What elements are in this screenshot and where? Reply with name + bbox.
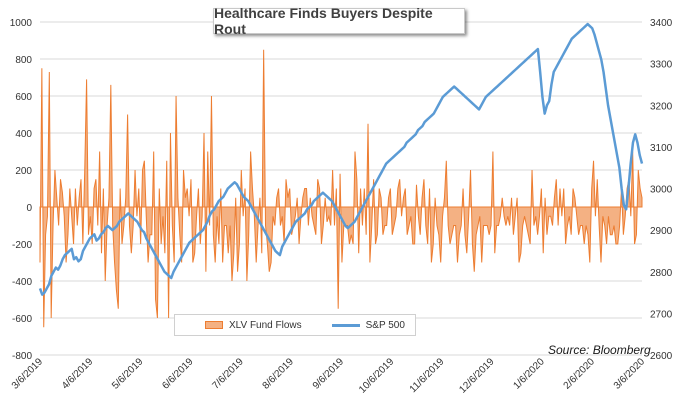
left-tick-label: 0 bbox=[26, 203, 32, 214]
left-tick-label: 800 bbox=[15, 55, 32, 66]
legend: XLV Fund Flows S&P 500 bbox=[174, 314, 416, 336]
gridlines bbox=[40, 21, 642, 356]
x-tick-label: 9/6/2019 bbox=[311, 356, 347, 392]
legend-label-flows: XLV Fund Flows bbox=[229, 319, 302, 331]
right-axis: 2600 2700 2800 2900 3000 3100 3200 3300 3400 bbox=[650, 18, 673, 362]
source-note: Source: Bloomberg bbox=[548, 343, 651, 357]
legend-item-flows: XLV Fund Flows bbox=[205, 320, 302, 331]
legend-item-sp500: S&P 500 bbox=[331, 319, 405, 331]
chart-title: Healthcare Finds Buyers Despite Rout bbox=[213, 5, 465, 37]
x-tick-label: 5/6/2019 bbox=[110, 356, 146, 392]
x-tick-label: 1/6/2020 bbox=[511, 356, 547, 392]
left-tick-label: -800 bbox=[12, 351, 32, 362]
x-axis: 3/6/2019 4/6/2019 5/6/2019 6/6/2019 7/6/2019… bbox=[10, 356, 648, 396]
right-tick-label: 2800 bbox=[650, 268, 673, 279]
right-tick-label: 3300 bbox=[650, 60, 673, 71]
right-tick-label: 2900 bbox=[650, 226, 673, 237]
left-tick-label: 600 bbox=[15, 92, 32, 103]
legend-label-sp500: S&P 500 bbox=[365, 319, 405, 331]
right-tick-label: 3400 bbox=[650, 18, 673, 29]
right-tick-label: 2700 bbox=[650, 309, 673, 320]
xlv-fund-flows-series bbox=[39, 49, 643, 328]
x-tick-label: 10/6/2019 bbox=[357, 356, 397, 396]
x-tick-label: 2/6/2020 bbox=[562, 356, 598, 392]
xlv-fund-flows-area bbox=[39, 49, 643, 328]
x-tick-label: 7/6/2019 bbox=[210, 356, 246, 392]
right-tick-label: 3000 bbox=[650, 185, 673, 196]
x-tick-label: 3/6/2020 bbox=[612, 356, 648, 392]
x-tick-label: 6/6/2019 bbox=[160, 356, 196, 392]
x-tick-label: 12/6/2019 bbox=[457, 356, 497, 396]
x-tick-label: 11/6/2019 bbox=[408, 356, 447, 395]
right-tick-label: 2600 bbox=[650, 351, 673, 362]
left-tick-label: 1000 bbox=[10, 18, 33, 29]
left-tick-label: 200 bbox=[15, 166, 32, 177]
legend-swatch-sp500 bbox=[331, 323, 360, 327]
left-axis: -800 -600 -400 -200 0 200 400 600 800 1000 bbox=[10, 18, 33, 362]
left-tick-label: -400 bbox=[12, 277, 32, 288]
left-tick-label: -200 bbox=[12, 240, 32, 251]
legend-swatch-flows bbox=[205, 321, 223, 329]
right-tick-label: 3100 bbox=[650, 143, 673, 154]
right-tick-label: 3200 bbox=[650, 101, 673, 112]
sp500-series bbox=[38, 22, 644, 296]
left-tick-label: 400 bbox=[15, 129, 32, 140]
x-tick-label: 4/6/2019 bbox=[60, 356, 96, 392]
left-tick-label: -600 bbox=[12, 314, 32, 325]
sp500-line bbox=[38, 22, 644, 296]
x-tick-label: 8/6/2019 bbox=[261, 356, 297, 392]
